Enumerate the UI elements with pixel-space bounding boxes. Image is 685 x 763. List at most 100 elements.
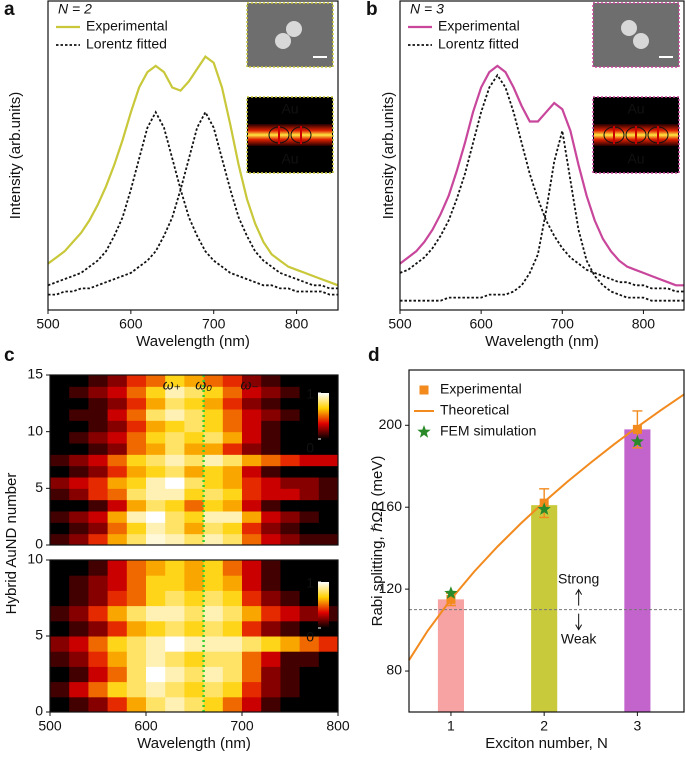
panel-label: a	[4, 0, 15, 20]
heatmap-cell	[261, 375, 281, 387]
heatmap-cell	[299, 522, 320, 535]
heatmap-cell	[261, 651, 281, 667]
colorbar	[318, 393, 329, 439]
bar	[437, 599, 464, 712]
heatmap-cell	[299, 465, 320, 478]
heatmap-cell	[165, 560, 185, 576]
heatmap-cell	[146, 560, 166, 576]
legend-label: Experimental	[440, 381, 522, 397]
legend-swatch	[417, 425, 431, 438]
heatmap-cell	[242, 575, 262, 591]
heatmap-cell	[69, 465, 89, 478]
legend-label: Theoretical	[440, 402, 509, 418]
heatmap-cell	[222, 488, 243, 501]
x-tick-label: 1	[447, 718, 455, 734]
heatmap-cell	[222, 666, 243, 683]
heatmap-cell	[107, 590, 128, 607]
x-tick-label: 800	[326, 718, 350, 734]
heatmap-cell	[280, 605, 301, 622]
heatmap-cell	[126, 454, 147, 467]
x-tick-label: 700	[230, 718, 254, 734]
heatmap-cell	[146, 636, 166, 652]
heatmap-cell	[299, 575, 320, 591]
heatmap-cell	[203, 651, 224, 667]
heatmap-cell	[184, 651, 205, 667]
heatmap-cell	[299, 443, 320, 455]
heatmap-cell	[165, 420, 185, 433]
heatmap-cell	[165, 375, 185, 387]
heatmap-cell	[242, 488, 262, 501]
y-tick-label: 5	[35, 479, 43, 495]
x-tick-label: 800	[285, 316, 309, 332]
experimental-point	[632, 424, 642, 434]
heatmap-cell	[242, 666, 262, 683]
heatmap-cell	[261, 620, 281, 637]
heatmap-cell	[280, 465, 301, 478]
heatmap-cell	[165, 575, 185, 591]
heatmap-cell	[146, 443, 166, 455]
heatmap-cell	[126, 443, 147, 455]
legend-label: Lorentz fitted	[86, 36, 167, 52]
heatmap-cell	[107, 696, 128, 713]
heatmap-cell	[107, 499, 128, 512]
heatmap-cell	[88, 420, 109, 433]
heatmap-cell	[165, 431, 185, 444]
heatmap-cell	[261, 575, 281, 591]
heatmap-cell	[126, 397, 147, 410]
heatmap-cell	[184, 533, 205, 546]
heatmap-cell	[184, 696, 205, 713]
y-axis-label: Rabi splitting, ℏΩR (meV)	[369, 456, 386, 627]
heatmap-cell	[107, 409, 128, 421]
heatmap-cell	[280, 488, 301, 501]
y-tick-label: 5	[35, 627, 43, 643]
heatmap-cell	[165, 522, 185, 535]
heatmap-cell	[88, 575, 109, 591]
heatmap-cell	[165, 636, 185, 652]
heatmap-cell	[318, 560, 339, 576]
heatmap-cell	[184, 477, 205, 489]
heatmap-cell	[126, 696, 147, 713]
heatmap-cell	[222, 651, 243, 667]
heatmap-cell	[146, 511, 166, 523]
fem-point	[537, 502, 551, 515]
heatmap-cell	[88, 454, 109, 467]
heatmap-cell	[88, 375, 109, 387]
heatmap-cell	[222, 386, 243, 399]
heatmap-cell	[107, 488, 128, 501]
heatmap-cell	[242, 560, 262, 576]
heatmap-cell	[146, 477, 166, 489]
heatmap-cell	[242, 454, 262, 467]
heatmap-cell	[165, 477, 185, 489]
heatmap-cell	[107, 605, 128, 622]
heatmap-cell	[126, 666, 147, 683]
heatmap-cell	[242, 511, 262, 523]
heatmap-cell	[242, 397, 262, 410]
heatmap-cell	[299, 696, 320, 713]
x-tick-label: 3	[633, 718, 641, 734]
x-axis-label: Wavelength (nm)	[137, 735, 251, 752]
spectrum-line	[399, 64, 684, 287]
heatmap-cell	[184, 636, 205, 652]
heatmap-cell	[261, 681, 281, 698]
heatmap-cell	[184, 681, 205, 698]
heatmap-cell	[165, 409, 185, 421]
heatmap-cell	[261, 533, 281, 546]
heatmap-cell	[165, 465, 185, 478]
heatmap-cell	[107, 397, 128, 410]
heatmap-cell	[222, 454, 243, 467]
inset-label: Au	[281, 151, 298, 167]
heatmap-cell	[50, 420, 70, 433]
heatmap-cell	[88, 409, 109, 421]
heatmap-cell	[280, 443, 301, 455]
heatmap-cell	[184, 465, 205, 478]
heatmap-cell	[146, 397, 166, 410]
heatmap-cell	[184, 488, 205, 501]
heatmap-cell	[88, 465, 109, 478]
heatmap-cell	[126, 605, 147, 622]
x-tick-label: 500	[38, 718, 62, 734]
heatmap-cell	[203, 431, 224, 444]
heatmap-cell	[203, 575, 224, 591]
heatmap-cell	[107, 666, 128, 683]
heatmap-cell	[50, 477, 70, 489]
x-tick-label: 800	[632, 316, 656, 332]
